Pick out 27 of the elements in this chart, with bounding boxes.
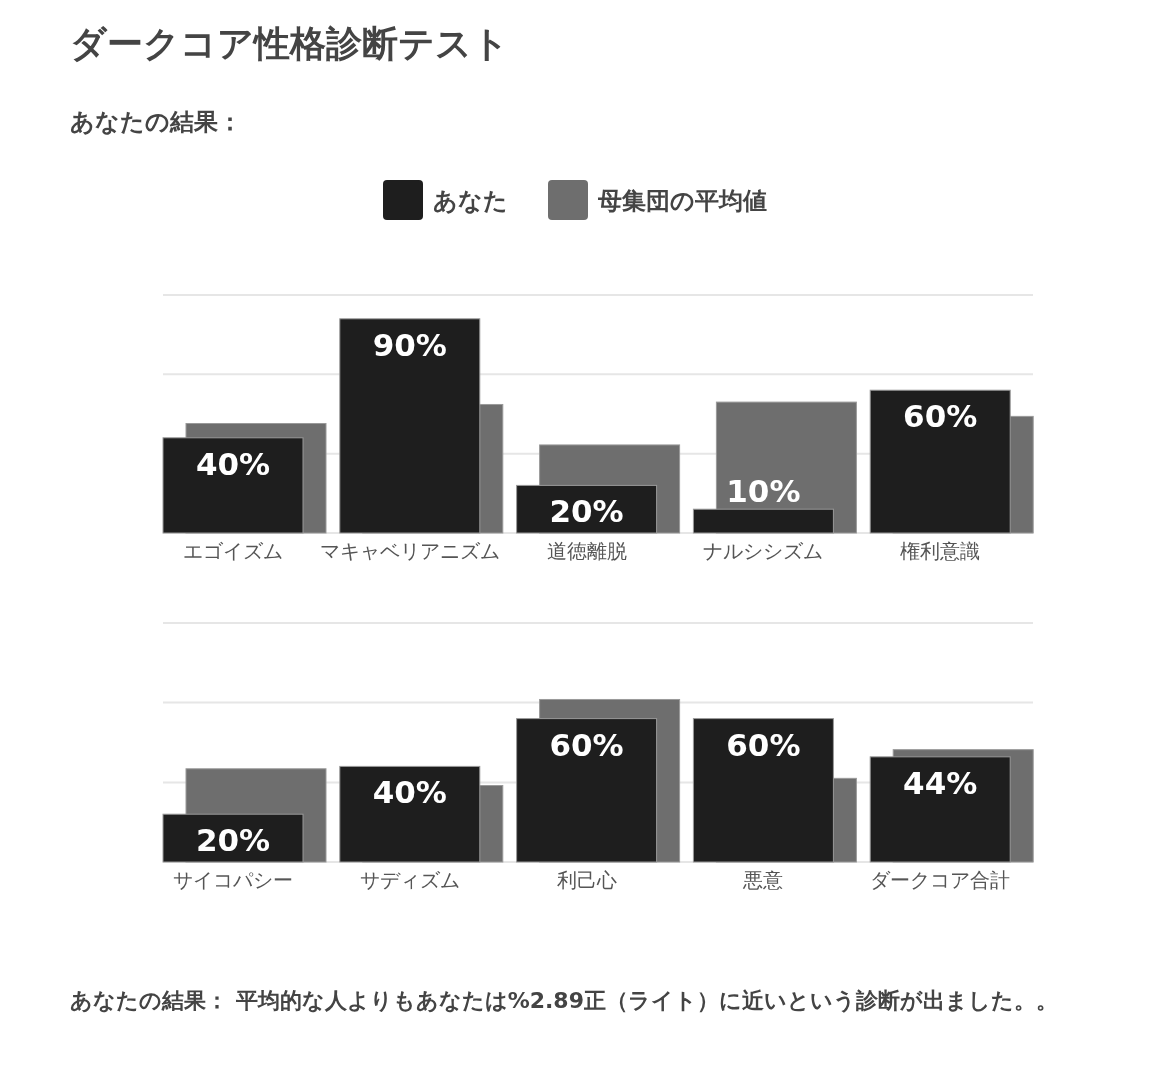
x-tick-label: 悪意 [742, 868, 784, 892]
legend-label: あなた [433, 187, 508, 215]
data-label: 20% [195, 822, 271, 859]
data-label: 40% [372, 774, 447, 811]
chart-title: ダークコア性格診断テスト [70, 22, 509, 66]
text: あなたの結果： 平均的な人よりもあなたは%2.89正（ライト）に近いという診断が出ました。。 [70, 987, 1059, 1015]
data-label: 60% [549, 726, 624, 763]
x-tick-label: 権利意識 [900, 539, 981, 563]
legend-label: 母集団の平均値 [597, 187, 767, 215]
data-label: 44% [903, 764, 978, 801]
data-label: 90% [372, 326, 447, 363]
data-label: 60% [903, 398, 978, 435]
data-label: 60% [726, 726, 801, 763]
legend: あなた [383, 180, 508, 220]
chart-subtitle: あなたの結果： [70, 107, 242, 138]
x-tick-label: サイコパシー [173, 868, 293, 892]
data-label: 10% [726, 473, 801, 510]
legend: 母集団の平均値 [548, 180, 767, 220]
data-label: 20% [549, 493, 624, 530]
x-tick-label: マキャベリアニズム [319, 539, 500, 563]
x-tick-label: サディズム [359, 868, 460, 892]
x-tick-label: ナルシシズム [703, 539, 824, 563]
x-tick-label: 道徳離脱 [546, 539, 627, 563]
data-label: 40% [195, 445, 271, 482]
x-tick-label: エゴイズム [183, 539, 283, 563]
x-tick-label: 利己心 [556, 868, 617, 892]
x-tick-label: ダークコア合計 [870, 868, 1011, 892]
